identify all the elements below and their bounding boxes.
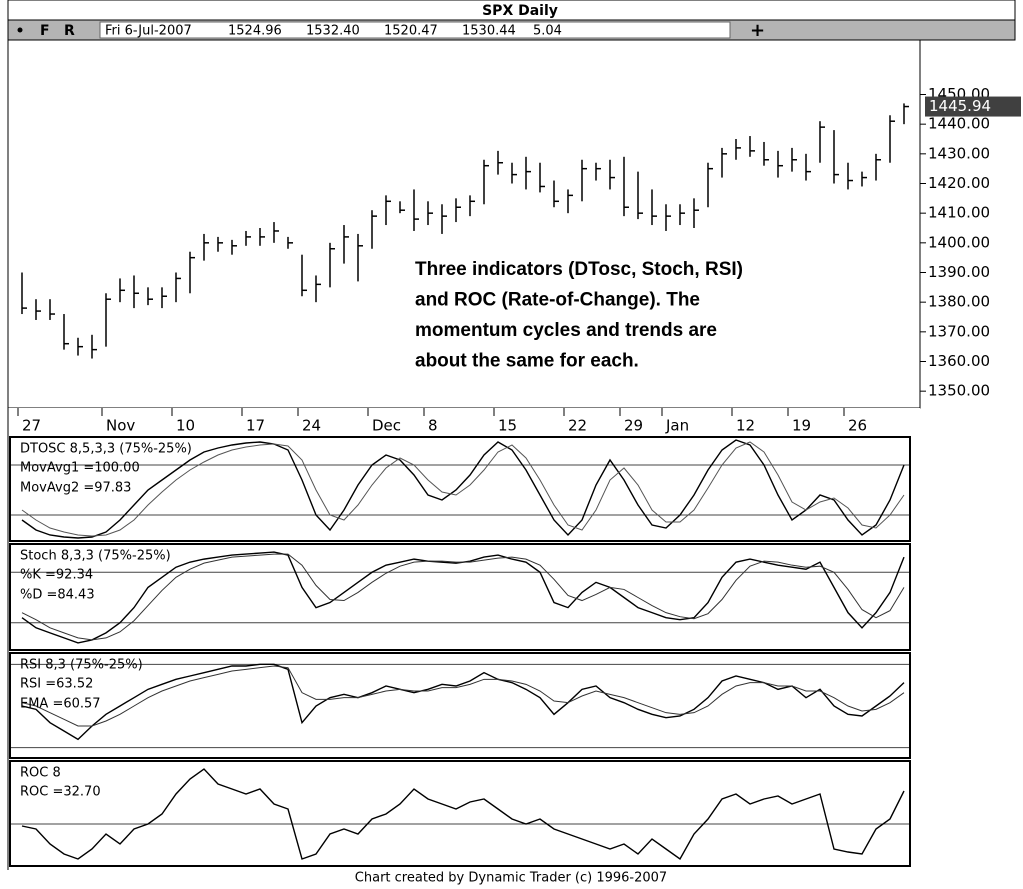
x-tick-label: 15: [498, 417, 517, 435]
info-value: Fri 6-Jul-2007: [105, 24, 192, 39]
x-tick-label: 8: [428, 417, 438, 435]
info-value: 1530.44: [462, 24, 516, 39]
x-tick-label: Dec: [372, 417, 401, 435]
x-tick-label: 19: [792, 417, 811, 435]
flag[interactable]: F: [40, 23, 50, 39]
indicator-readout: ROC =32.70: [20, 785, 101, 800]
indicator-readout: RSI =63.52: [20, 677, 93, 692]
x-tick-label: 10: [176, 417, 195, 435]
y-tick-label: 1420.00: [928, 174, 990, 192]
flag[interactable]: R: [64, 23, 75, 39]
indicator-readout: MovAvg2 =97.83: [20, 481, 131, 496]
x-tick-label: Nov: [106, 417, 135, 435]
annotation: and ROC (Rate-of-Change). The: [415, 290, 700, 311]
indicator-panel: [9, 652, 911, 759]
indicator-readout: %K =92.34: [20, 568, 93, 583]
indicator-line: [21, 768, 905, 861]
info-value: 1520.47: [384, 24, 438, 39]
y-tick-label: 1380.00: [928, 293, 990, 311]
x-tick-label: 26: [848, 417, 867, 435]
x-tick-label: 17: [246, 417, 265, 435]
x-tick-label: 29: [624, 417, 643, 435]
indicator-title: DTOSC 8,5,3,3 (75%-25%): [20, 442, 192, 457]
indicator-readout: %D =84.43: [20, 588, 95, 603]
indicator-line: [21, 439, 905, 539]
indicator-panel: [9, 436, 911, 542]
x-tick-label: 12: [736, 417, 755, 435]
indicator-line: [21, 663, 905, 741]
x-tick-label: 27: [22, 417, 41, 435]
crosshair-icon[interactable]: +: [750, 20, 765, 41]
info-value: 1524.96: [228, 24, 282, 39]
annotation: Three indicators (DTosc, Stoch, RSI): [415, 259, 743, 280]
annotation: about the same for each.: [415, 351, 639, 372]
annotation: momentum cycles and trends are: [415, 320, 717, 341]
date-axis: [8, 408, 920, 436]
y-tick-label: 1360.00: [928, 352, 990, 370]
status-dot: [17, 27, 23, 33]
indicator-title: ROC 8: [20, 766, 61, 781]
last-price-label: 1445.94: [929, 97, 991, 115]
y-tick-label: 1440.00: [928, 115, 990, 133]
y-tick-label: 1430.00: [928, 144, 990, 162]
indicator-line: [21, 553, 905, 641]
indicator-panel: [9, 760, 911, 867]
y-tick-label: 1400.00: [928, 233, 990, 251]
info-field: [99, 21, 731, 39]
indicator-title: Stoch 8,3,3 (75%-25%): [20, 549, 171, 564]
y-tick-label: 1350.00: [928, 382, 990, 400]
indicator-line: [21, 665, 905, 727]
indicator-readout: MovAvg1 =100.00: [20, 461, 140, 476]
y-tick-label: 1390.00: [928, 263, 990, 281]
y-tick-label: 1370.00: [928, 322, 990, 340]
info-value: 5.04: [533, 24, 562, 39]
indicator-line: [21, 441, 905, 537]
indicator-readout: EMA =60.57: [20, 697, 101, 712]
chart-title: SPX Daily: [482, 3, 558, 19]
y-tick-label: 1410.00: [928, 204, 990, 222]
last-price-tag: [925, 96, 1021, 117]
price-panel: [7, 39, 921, 409]
x-tick-label: 24: [302, 417, 321, 435]
x-tick-label: Jan: [665, 417, 689, 435]
info-value: 1532.40: [306, 24, 360, 39]
x-tick-label: 22: [568, 417, 587, 435]
indicator-title: RSI 8,3 (75%-25%): [20, 658, 143, 673]
footer: Chart created by Dynamic Trader (c) 1996…: [355, 871, 667, 886]
